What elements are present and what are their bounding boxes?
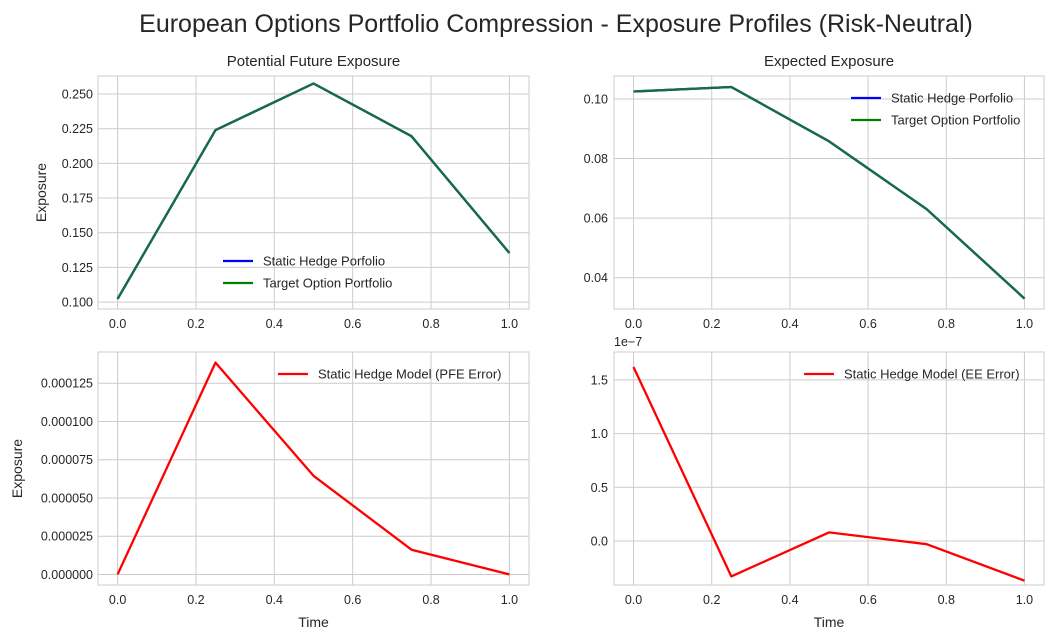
panel-4: 0.0 0.2 0.4 0.6 0.8 1.0 0.0 0.5 1.0 1.5 Time 1e−7 St… [591,335,1045,630]
panel-3: 0.0 0.2 0.4 0.6 0.8 1.0 0.000000 0.000025 0.0000… [9,351,530,630]
x-tick-label: 0.0 [109,593,126,607]
x-tick-label: 0.8 [938,317,955,331]
x-tick-label: 0.4 [781,593,798,607]
y-tick-label: 0.100 [62,296,93,310]
y-tick-label: 0.04 [584,271,608,285]
legend-label: Target Option Portfolio [891,113,1020,128]
y-axis-label: Exposure [33,163,49,222]
plot-area [613,75,1045,310]
x-tick-label: 0.0 [625,593,642,607]
x-tick-label: 0.6 [859,317,876,331]
panel-1: 0.0 0.2 0.4 0.6 0.8 1.0 0.100 0.125 0.150 0.175 0.… [33,53,530,331]
legend-label: Static Hedge Model (PFE Error) [318,367,502,382]
series-line-2 [116,82,511,300]
plot-area [613,351,1045,586]
plot-area [97,351,530,586]
panels: 0.0 0.2 0.4 0.6 0.8 1.0 0.100 0.125 0.150 0.175 0.… [9,53,1045,630]
y-tick-label: 0.000075 [41,453,93,467]
panel-title: Potential Future Exposure [227,53,400,70]
y-tick-label: 0.06 [584,212,608,226]
x-axis-label: Time [814,614,845,630]
legend: Static Hedge Porfolio Target Option Portf… [223,254,392,291]
x-tick-label: 0.4 [781,317,798,331]
legend: Static Hedge Porfolio Target Option Portf… [851,91,1020,128]
legend: Static Hedge Model (PFE Error) [278,367,502,382]
y-tick-label: 1.5 [591,373,608,387]
x-tick-label: 0.6 [859,593,876,607]
x-tick-label: 0.6 [344,317,361,331]
series-line-1 [116,361,510,576]
x-axis-label: Time [298,614,329,630]
y-tick-label: 0.000050 [41,491,93,505]
x-tick-label: 0.2 [703,317,720,331]
x-tick-label: 0.0 [109,317,126,331]
x-tick-label: 0.8 [422,317,439,331]
y-tick-label: 0.08 [584,152,608,166]
y-tick-label: 1.0 [591,427,608,441]
y-tick-label: 0.150 [62,226,93,240]
legend-label: Static Hedge Model (EE Error) [844,367,1020,382]
y-offset-label: 1e−7 [614,335,642,349]
legend-label: Target Option Portfolio [263,276,392,291]
legend-label: Static Hedge Porfolio [263,254,385,269]
y-tick-label: 0.0 [591,534,608,548]
x-tick-label: 0.0 [625,317,642,331]
x-tick-label: 1.0 [501,593,518,607]
x-tick-label: 0.2 [187,593,204,607]
series-line-1 [632,366,1025,582]
legend: Static Hedge Model (EE Error) [804,367,1020,382]
x-tick-label: 0.4 [266,317,283,331]
x-tick-label: 0.6 [344,593,361,607]
x-tick-label: 1.0 [501,317,518,331]
y-tick-label: 0.5 [591,481,608,495]
y-tick-label: 0.000000 [41,568,93,582]
x-tick-label: 0.2 [187,317,204,331]
x-tick-label: 0.8 [938,593,955,607]
legend-label: Static Hedge Porfolio [891,91,1013,106]
panel-2: 0.0 0.2 0.4 0.6 0.8 1.0 0.04 0.06 0.08 0.10 Expect… [584,53,1045,331]
x-tick-label: 1.0 [1016,317,1033,331]
y-tick-label: 0.000100 [41,415,93,429]
y-tick-label: 0.125 [62,261,93,275]
series-line-2 [633,85,1026,300]
y-tick-label: 0.10 [584,92,608,106]
y-tick-label: 0.200 [62,157,93,171]
x-tick-label: 0.8 [422,593,439,607]
y-tick-label: 0.000025 [41,530,93,544]
figure-title: European Options Portfolio Compression -… [139,10,973,38]
y-tick-label: 0.225 [62,122,93,136]
x-tick-label: 0.2 [703,593,720,607]
x-tick-label: 1.0 [1016,593,1033,607]
y-tick-label: 0.000125 [41,377,93,391]
panel-title: Expected Exposure [764,53,894,70]
y-tick-label: 0.250 [62,88,93,102]
plot-area [97,75,530,310]
y-tick-label: 0.175 [62,192,93,206]
x-tick-label: 0.4 [266,593,283,607]
y-axis-label: Exposure [9,439,25,498]
